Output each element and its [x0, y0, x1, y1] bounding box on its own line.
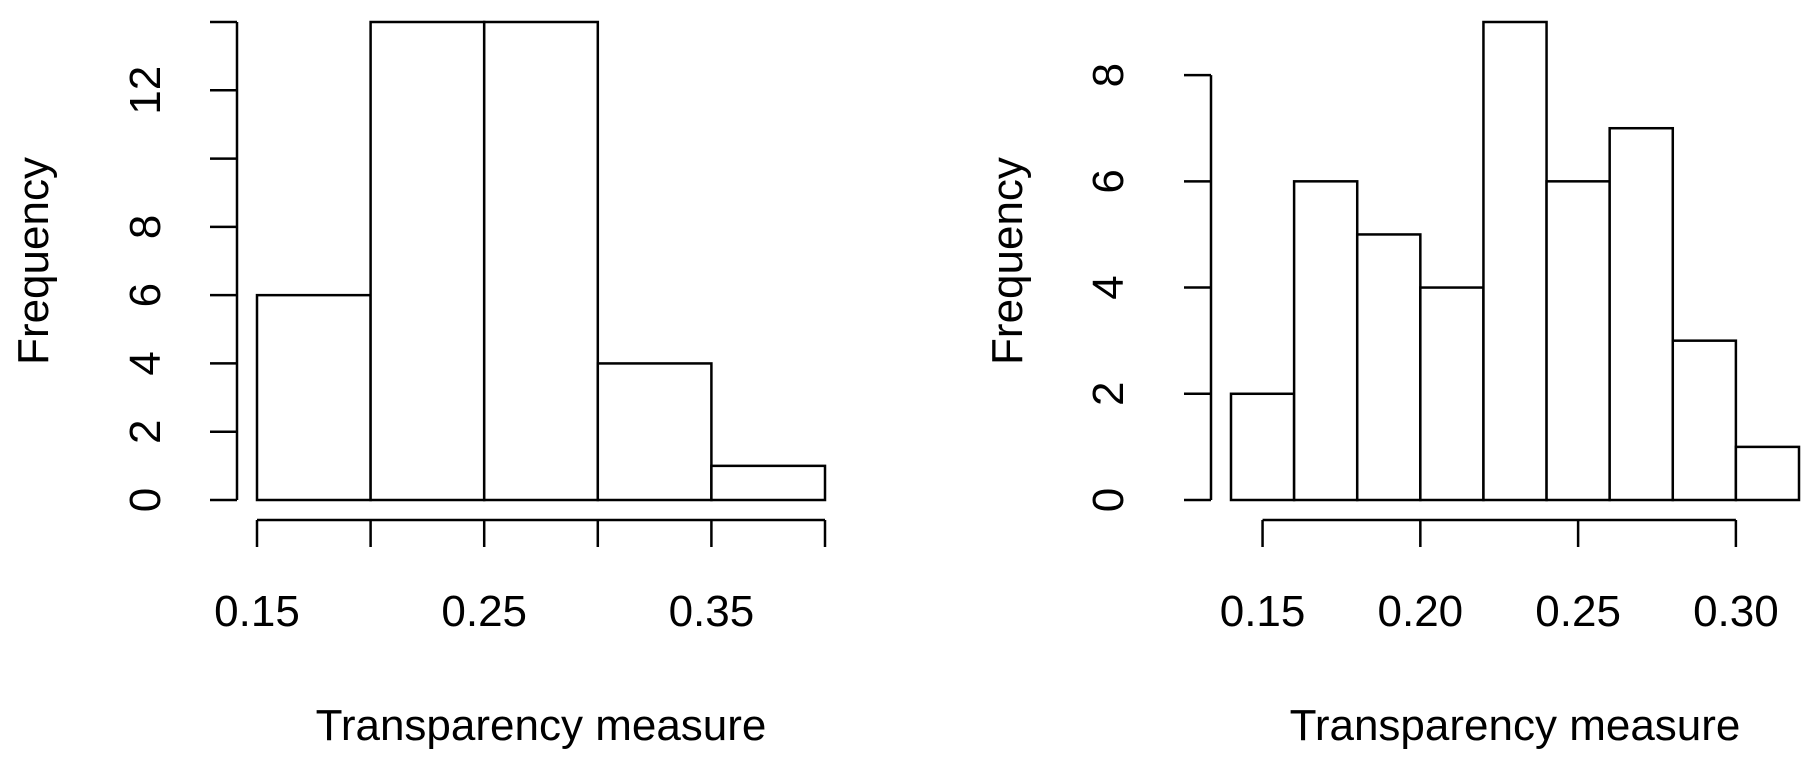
- histogram-bar: [369, 20, 486, 502]
- y-axis-title: Frequency: [9, 157, 58, 365]
- histogram-left: 0 2 4 6 8 12 0.15 0.25 0.35 Transparency measure F…: [9, 20, 827, 750]
- x-tick-label: 0.15: [1220, 587, 1306, 636]
- x-tick-label: 0.20: [1378, 587, 1464, 636]
- histogram-bar: [1292, 180, 1359, 502]
- histogram-bar: [482, 20, 600, 502]
- y-tick-label: 8: [1084, 63, 1133, 87]
- y-tick-label: 2: [121, 419, 170, 443]
- y-tick-label: 0: [1084, 488, 1133, 512]
- y-tick-label: 12: [121, 66, 170, 115]
- x-tick-label: 0.25: [1535, 587, 1621, 636]
- y-tick-label: 2: [1084, 382, 1133, 406]
- histogram-bar: [596, 362, 713, 502]
- histogram-bar: [710, 464, 827, 502]
- y-axis-title: Frequency: [983, 157, 1032, 365]
- y-tick-label: 4: [1084, 275, 1133, 299]
- x-axis-title: Transparency measure: [1290, 701, 1741, 750]
- y-tick-label: 8: [121, 215, 170, 239]
- histogram-bar: [255, 293, 372, 502]
- y-tick-label: 6: [121, 283, 170, 307]
- x-axis-title: Transparency measure: [316, 701, 767, 750]
- histogram-bar: [1734, 445, 1801, 502]
- histogram-right: 0 2 4 6 8 0.15 0.20 0.25 0.30 Transparency measur…: [983, 20, 1801, 750]
- y-tick-label: 6: [1084, 169, 1133, 193]
- y-tick-label: 4: [121, 351, 170, 375]
- histogram-bar: [1229, 392, 1296, 502]
- x-tick-label: 0.25: [441, 587, 527, 636]
- y-tick-label: 0: [121, 488, 170, 512]
- histogram-bar: [1545, 180, 1611, 502]
- histogram-bar: [1482, 20, 1548, 502]
- histogram-bar: [1419, 286, 1485, 502]
- histogram-bar: [1355, 233, 1422, 502]
- histogram-bar: [1671, 339, 1738, 502]
- x-tick-label: 0.30: [1693, 587, 1779, 636]
- x-tick-label: 0.35: [669, 587, 755, 636]
- x-tick-label: 0.15: [214, 587, 300, 636]
- histogram-bar: [1608, 126, 1675, 502]
